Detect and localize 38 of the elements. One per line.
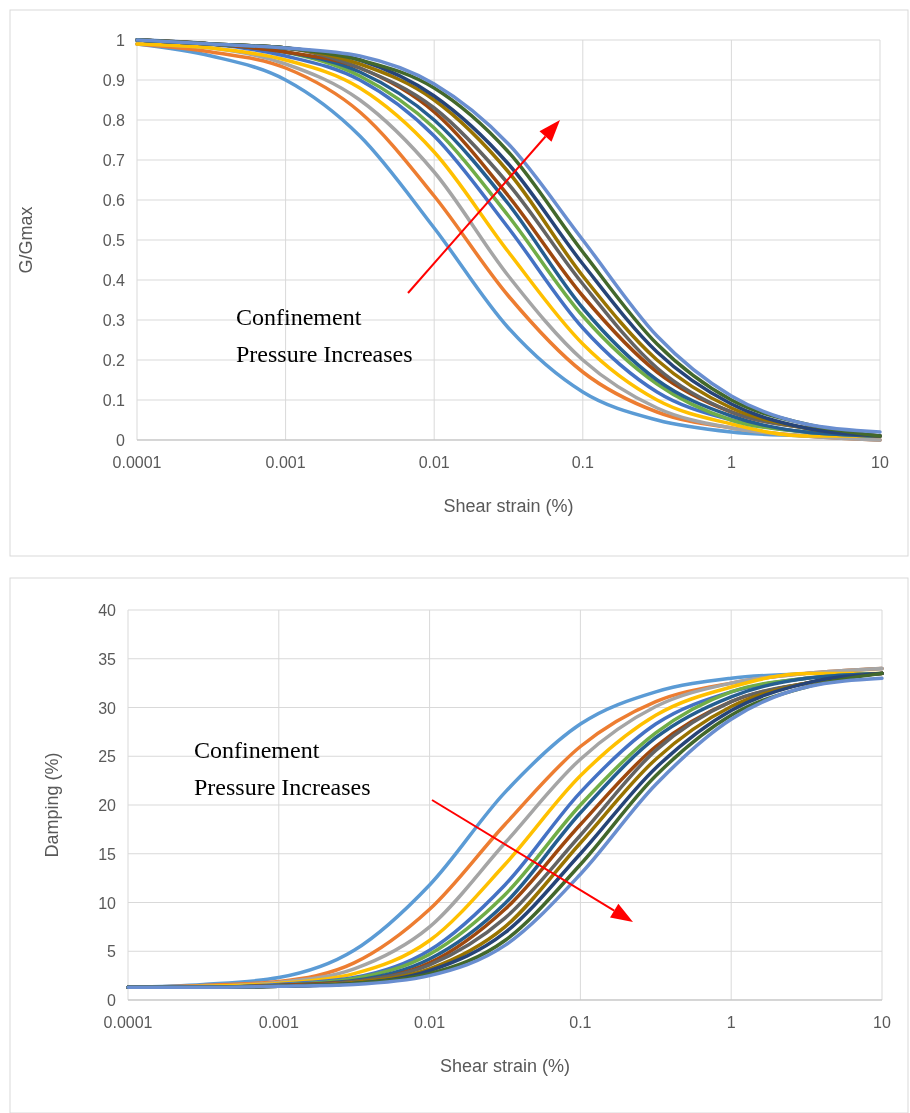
y-tick-label: 0.7 [102,152,126,169]
x-tick-label: 0.0001 [112,454,162,471]
x-tick-label: 0.01 [414,1014,446,1031]
x-tick-label: 1 [726,1014,736,1031]
y-tick-label: 10 [98,894,117,912]
x-tick-label: 10 [871,454,889,471]
y-tick-label: 15 [98,845,117,863]
x-tick-label: 0.001 [258,1014,299,1031]
x-tick-label: 10 [873,1014,891,1031]
y-tick-label: 0.3 [102,312,126,329]
y-tick-label: 0 [107,992,117,1009]
y-tick-label: 0.6 [102,192,126,209]
y-tick-label: 40 [98,602,117,619]
y-tick-label: 35 [98,650,117,668]
y-tick-label: 25 [98,748,117,766]
y-tick-label: 0 [116,432,126,449]
x-tick-label: 0.1 [571,454,595,471]
annotation: Confinement Pressure Increases [194,737,371,800]
x-tick-label: 1 [726,454,736,471]
y-tick-label: 0.1 [102,392,126,409]
y-tick-label: 0.5 [102,232,126,249]
y-tick-label: 20 [98,797,117,814]
x-tick-label: 0.0001 [103,1014,153,1031]
y-tick-label: 30 [98,699,117,717]
x-tick-label: 0.1 [569,1014,592,1031]
x-tick-label: 0.01 [418,454,450,471]
x-tick-label: 0.001 [265,454,306,471]
annotation: Confinement Pressure Increases [236,304,413,367]
y-axis-title: G/Gmax [16,206,36,274]
x-axis-title: Shear strain (%) [439,1056,571,1076]
y-tick-label: 0.4 [102,272,126,289]
y-tick-label: 1 [116,32,126,49]
y-tick-label: 0.8 [102,112,126,129]
x-axis-title: Shear strain (%) [443,496,574,516]
y-tick-label: 0.2 [102,352,126,369]
y-tick-label: 0.9 [102,72,126,89]
y-tick-label: 5 [107,943,117,961]
y-axis-title: Damping (%) [42,752,62,858]
